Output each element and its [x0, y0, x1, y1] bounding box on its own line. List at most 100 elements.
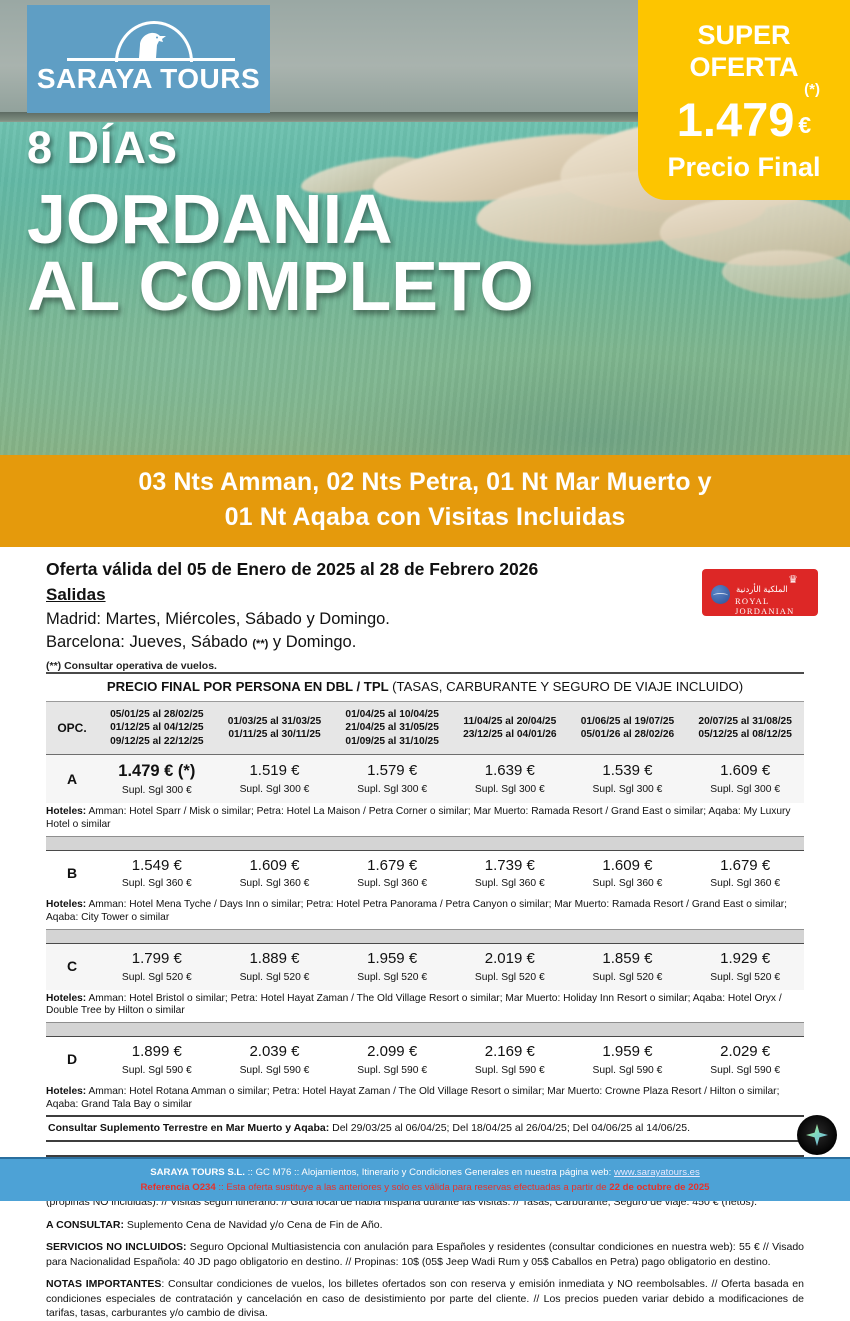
- price-cell: 1.889 € Supl. Sgl 520 €: [215, 943, 334, 990]
- flights-footnote: (**) Consultar operativa de vuelos.: [46, 659, 217, 672]
- table-header-row: OPC. 05/01/25 al 28/02/25 01/12/25 al 04…: [46, 702, 804, 756]
- price-value: 2.029 €: [720, 1043, 771, 1061]
- terms-text: Suplemento Cena de Navidad y/o Cena de F…: [123, 1218, 383, 1231]
- price-cell: 2.039 € Supl. Sgl 590 €: [215, 1036, 334, 1083]
- crown-icon: ♛: [788, 574, 798, 586]
- badge-price-value: 1.479: [676, 92, 795, 146]
- period-date: 05/01/26 al 28/02/26: [580, 729, 675, 741]
- price-value: 1.929 €: [720, 949, 771, 967]
- supplement: Supl. Sgl 520 €: [357, 971, 428, 983]
- departures-madrid: Madrid: Martes, Miércoles, Sábado y Domi…: [46, 610, 390, 628]
- price-cell: 2.019 € Supl. Sgl 520 €: [450, 943, 569, 990]
- trip-title-line1: JORDANIA: [27, 180, 393, 258]
- period-date: 05/12/25 al 08/12/25: [698, 729, 792, 741]
- period-date: 01/06/25 al 19/07/25: [580, 715, 675, 727]
- price-cell: 1.679 € Supl. Sgl 360 €: [333, 850, 451, 897]
- terms-important-notes: NOTAS IMPORTANTES: Consultar condiciones…: [46, 1277, 804, 1320]
- supplement: Supl. Sgl 590 €: [710, 1064, 781, 1076]
- offer-validity: Oferta válida del 05 de Enero de 2025 al…: [46, 559, 539, 579]
- period-date: 05/01/25 al 28/02/25: [110, 709, 204, 720]
- land-supplement-note: Consultar Suplemento Terrestre en Mar Mu…: [46, 1115, 804, 1143]
- table-row: B 1.549 € Supl. Sgl 360 € 1.609 € Supl. Sg…: [46, 850, 804, 897]
- land-supplement-text: Del 29/03/25 al 06/04/25; Del 18/04/25 a…: [329, 1122, 690, 1135]
- barcelona-post: y Domingo.: [268, 633, 357, 652]
- period-date: 01/04/25 al 10/04/25: [345, 709, 439, 720]
- price-cell: 1.609 € Supl. Sgl 360 €: [568, 850, 687, 897]
- price-value: 1.959 €: [367, 949, 418, 967]
- barcelona-mark: (**): [252, 638, 269, 651]
- price-cell: 2.099 € Supl. Sgl 590 €: [333, 1036, 451, 1083]
- terms-label: SERVICIOS NO INCLUIDOS:: [46, 1241, 187, 1254]
- table-row: A 1.479 € (*) Supl. Sgl 300 € 1.519 € Supl…: [46, 754, 804, 804]
- price-cell: 1.929 € Supl. Sgl 520 €: [686, 943, 804, 990]
- price-cell: 1.539 € Supl. Sgl 300 €: [568, 754, 687, 804]
- hotels-row: Hoteles: Amman: Hotel Bristol o similar;…: [46, 989, 804, 1023]
- land-supplement-label: Consultar Suplemento Terrestre en Mar Mu…: [48, 1122, 330, 1135]
- price-value: 1.549 €: [131, 856, 182, 874]
- supplement: Supl. Sgl 300 €: [357, 784, 428, 796]
- logo-baseline: [67, 58, 235, 61]
- supplement: Supl. Sgl 360 €: [357, 878, 428, 890]
- hotels-text: Amman: Hotel Bristol o similar; Petra: H…: [46, 992, 782, 1017]
- period-date: 20/07/25 al 31/08/25: [698, 715, 792, 727]
- hotels-text: Amman: Hotel Rotana Amman o similar; Pet…: [46, 1085, 780, 1110]
- royal-jordanian-logo: ♛ الملكية الأردنية ROYAL JORDANIAN: [702, 569, 818, 616]
- price-value: 1.579 €: [367, 762, 418, 780]
- price-value: 1.679 €: [720, 856, 771, 874]
- header-period-4: 11/04/25 al 20/04/25 23/12/25 al 04/01/2…: [450, 702, 569, 756]
- trip-title-line2: AL COMPLETO: [27, 247, 534, 326]
- price-cell: 1.549 € Supl. Sgl 360 €: [98, 850, 216, 897]
- price-table-section: PRECIO FINAL POR PERSONA EN DBL / TPL (T…: [46, 672, 804, 1143]
- header-period-1: 05/01/25 al 28/02/25 01/12/25 al 04/12/2…: [98, 702, 216, 756]
- hotels-text: Amman: Hotel Mena Tyche / Days Inn o sim…: [46, 899, 787, 924]
- hotels-cell: Hoteles: Amman: Hotel Mena Tyche / Days …: [46, 896, 804, 930]
- price-value: 1.799 €: [131, 949, 182, 967]
- airline-arabic-name: الملكية الأردنية: [736, 584, 788, 594]
- sparkle-badge-icon: [797, 1115, 837, 1155]
- brand-logo[interactable]: SARAYA TOURS: [27, 5, 270, 113]
- price-value: 2.039 €: [249, 1043, 300, 1061]
- price-value: 1.539 €: [602, 762, 653, 780]
- price-value: 1.859 €: [602, 949, 653, 967]
- row-separator: [46, 835, 804, 851]
- price-value: 2.169 €: [484, 1043, 535, 1061]
- logo-text: SARAYA TOURS: [36, 63, 261, 94]
- footer-replacement-text: :: Esta oferta sustituye a las anteriore…: [215, 1182, 610, 1194]
- price-value: 1.609 €: [249, 856, 300, 874]
- hotels-text: Amman: Hotel Sparr / Misk o similar; Pet…: [46, 806, 791, 830]
- price-cell: 2.169 € Supl. Sgl 590 €: [450, 1036, 569, 1083]
- trip-title: JORDANIA AL COMPLETO: [27, 180, 534, 326]
- price-cell: 1.899 € Supl. Sgl 590 €: [98, 1036, 216, 1083]
- price-cell: 1.579 € Supl. Sgl 300 €: [333, 754, 451, 804]
- price-value: 2.099 €: [367, 1043, 418, 1061]
- price-table: OPC. 05/01/25 al 28/02/25 01/12/25 al 04…: [46, 702, 804, 1116]
- footer-line-2: Referencia O234 :: Esta oferta sustituye…: [0, 1180, 850, 1195]
- period-date: 01/12/25 al 04/12/25: [110, 722, 204, 734]
- price-cell: 1.519 € Supl. Sgl 300 €: [215, 754, 334, 804]
- price-cell: 1.799 € Supl. Sgl 520 €: [98, 943, 216, 990]
- period-date: 23/12/25 al 04/01/26: [463, 729, 557, 741]
- website-link[interactable]: www.sarayatours.es: [613, 1167, 700, 1178]
- itinerary-line2: 01 Nt Aqaba con Visitas Incluidas: [224, 502, 626, 531]
- price-value: 1.739 €: [484, 856, 535, 874]
- supplement: Supl. Sgl 590 €: [592, 1064, 663, 1076]
- table-row: D 1.899 € Supl. Sgl 590 € 2.039 € Supl. Sg…: [46, 1036, 804, 1083]
- logo-mark: [27, 5, 270, 71]
- terms-label: A CONSULTAR:: [46, 1218, 124, 1231]
- period-date: 21/04/25 al 31/05/25: [345, 722, 439, 734]
- row-separator: [46, 1022, 804, 1038]
- globe-icon: [711, 585, 730, 604]
- row-letter: D: [46, 1036, 98, 1083]
- price-table-title-bold: PRECIO FINAL POR PERSONA EN DBL / TPL: [106, 679, 393, 694]
- row-letter: C: [46, 943, 98, 990]
- supplement: Supl. Sgl 590 €: [239, 1064, 310, 1076]
- price-value: 1.889 €: [249, 949, 300, 967]
- price-cell: 1.609 € Supl. Sgl 360 €: [215, 850, 334, 897]
- footer-reference: Referencia O234: [140, 1182, 216, 1194]
- period-date: 11/04/25 al 20/04/25: [463, 715, 557, 727]
- supplement: Supl. Sgl 300 €: [239, 784, 310, 796]
- badge-super: SUPER: [697, 20, 791, 50]
- supplement: Supl. Sgl 300 €: [710, 784, 781, 796]
- supplement: Supl. Sgl 520 €: [710, 971, 781, 983]
- departures-barcelona: Barcelona: Jueves, Sábado (**) y Domingo…: [46, 631, 850, 654]
